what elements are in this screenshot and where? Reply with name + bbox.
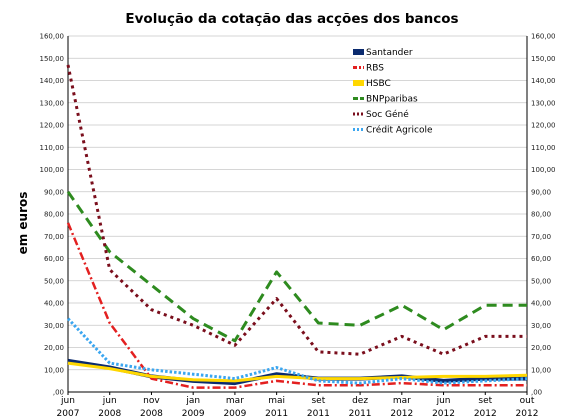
legend-label-santander: Santander <box>366 48 413 58</box>
y-tick-label-right: 130,00 <box>531 99 556 107</box>
x-tick-label-year: 2012 <box>516 409 539 419</box>
series-layer <box>66 64 528 389</box>
x-tick-label-year: 2011 <box>307 409 330 419</box>
legend-label-bnpparibas: BNPparibas <box>366 95 418 105</box>
x-tick-label-month: out <box>520 396 535 406</box>
y-tick-label-left: 60,00 <box>44 255 64 263</box>
y-tick-label-left: 140,00 <box>40 77 65 85</box>
x-tick-label-year: 2008 <box>98 409 121 419</box>
y-tick-label-right: ,00 <box>531 389 542 397</box>
x-tick-label-month: set <box>478 396 492 406</box>
y-tick-label-left: 150,00 <box>40 55 65 63</box>
x-tick-label-month: dez <box>352 396 368 406</box>
legend-label-soc-g-n-: Soc Géné <box>366 109 409 120</box>
y-tick-label-left: 120,00 <box>40 122 65 130</box>
y-axis-label: em euros <box>16 192 30 255</box>
x-tick-label-month: mar <box>393 396 411 406</box>
x-tick-label-month: set <box>311 396 325 406</box>
y-tick-label-left: 40,00 <box>44 300 64 308</box>
x-tick-label-month: mar <box>226 396 244 406</box>
y-tick-label-right: 140,00 <box>531 77 556 85</box>
y-tick-label-left: 10,00 <box>44 366 64 374</box>
y-tick-label-left: ,00 <box>53 389 64 397</box>
x-tick-label-month: jun <box>60 396 75 406</box>
y-tick-label-right: 80,00 <box>531 211 551 219</box>
y-tick-label-right: 40,00 <box>531 300 551 308</box>
y-tick-layer: ,00 ,00 10,00 10,00 20,00 20,00 30,00 30,00 40,0… <box>40 33 556 397</box>
x-tick-label-year: 2008 <box>140 409 163 419</box>
x-tick-label-month: jun <box>436 396 451 406</box>
y-tick-label-right: 30,00 <box>531 322 551 330</box>
y-tick-label-left: 20,00 <box>44 344 64 352</box>
y-tick-label-left: 70,00 <box>44 233 64 241</box>
y-tick-label-right: 60,00 <box>531 255 551 263</box>
x-tick-label-year: 2007 <box>57 409 80 419</box>
chart-title: Evolução da cotação das acções dos banco… <box>125 11 458 27</box>
x-tick-label-month: jan <box>185 396 200 406</box>
legend-label-hsbc: HSBC <box>366 79 391 89</box>
y-tick-label-right: 100,00 <box>531 166 556 174</box>
y-tick-label-left: 130,00 <box>40 99 65 107</box>
x-tick-label-year: 2011 <box>265 409 288 419</box>
series-line-cr-dit-agricole <box>66 317 528 385</box>
x-tick-label-year: 2009 <box>182 409 205 419</box>
y-tick-label-right: 160,00 <box>531 33 556 41</box>
x-tick-layer: jun 2007 jun 2008 nov 2008 jan 2009 mar 2009 mai 20… <box>57 392 539 419</box>
y-tick-label-left: 80,00 <box>44 211 64 219</box>
y-tick-label-right: 50,00 <box>531 277 551 285</box>
x-tick-label-month: nov <box>143 396 160 406</box>
y-tick-label-right: 10,00 <box>531 366 551 374</box>
series-line-hsbc <box>67 361 528 383</box>
y-tick-label-right: 70,00 <box>531 233 551 241</box>
legend: Santander RBS HSBC BNPparibas Soc Géné Crédit… <box>353 48 433 136</box>
y-tick-label-left: 50,00 <box>44 277 64 285</box>
legend-label-rbs: RBS <box>366 64 384 74</box>
y-tick-label-right: 20,00 <box>531 344 551 352</box>
x-tick-label-year: 2012 <box>390 409 413 419</box>
x-tick-label-month: mai <box>268 396 285 406</box>
series-line-bnpparibas <box>66 190 527 343</box>
y-tick-label-left: 100,00 <box>40 166 65 174</box>
legend-label-cr-dit-agricole: Crédit Agricole <box>366 125 433 136</box>
y-tick-label-right: 120,00 <box>531 122 556 130</box>
x-tick-label-year: 2011 <box>349 409 372 419</box>
y-tick-label-left: 30,00 <box>44 322 64 330</box>
x-tick-label-month: jun <box>102 396 117 406</box>
x-tick-label-year: 2009 <box>223 409 246 419</box>
x-tick-label-year: 2012 <box>474 409 497 419</box>
y-tick-label-right: 90,00 <box>531 188 551 196</box>
y-tick-label-left: 160,00 <box>40 33 65 41</box>
y-tick-label-left: 90,00 <box>44 188 64 196</box>
y-tick-label-right: 110,00 <box>531 144 556 152</box>
x-tick-label-year: 2012 <box>432 409 455 419</box>
y-tick-label-right: 150,00 <box>531 55 556 63</box>
y-tick-label-left: 110,00 <box>40 144 65 152</box>
